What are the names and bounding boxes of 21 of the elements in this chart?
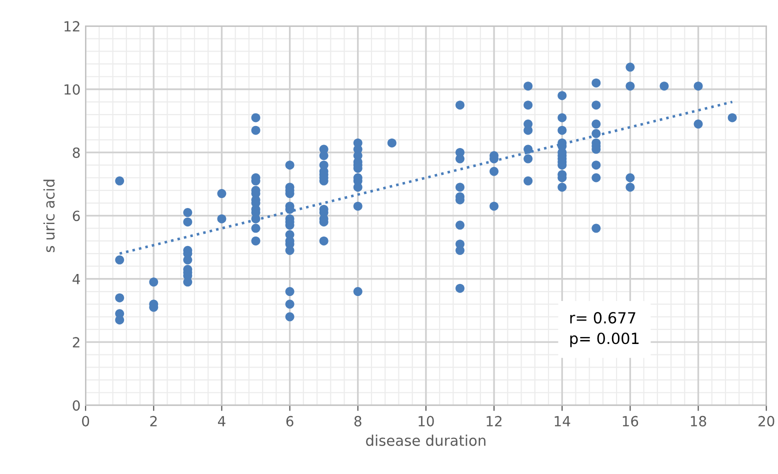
x-tick-label: 8 [354,416,362,426]
x-tick-label: 4 [218,416,226,426]
x-tick-label: 14 [554,416,570,426]
y-tick-label: 4 [72,274,80,284]
x-axis-title: disease duration [366,434,486,446]
x-tick-label: 12 [486,416,502,426]
x-tick-label: 2 [150,416,157,426]
x-tick-label: 20 [758,416,774,426]
y-tick-label: 2 [72,337,80,348]
x-tick-label: 18 [690,416,706,426]
x-tick-label: 0 [82,416,90,426]
annotation: r= 0.677 p= 0.001 [570,312,639,348]
y-tick-label: 0 [72,400,80,411]
y-tick-label: 10 [64,84,80,95]
y-tick-label: 8 [72,147,80,158]
y-axis-title: s uric acid [43,180,55,252]
y-tick-label: 12 [64,21,80,32]
x-tick-label: 10 [418,416,434,426]
y-tick-label: 6 [72,210,80,222]
x-tick-label: 16 [622,416,638,426]
x-tick-label: 6 [286,416,294,426]
